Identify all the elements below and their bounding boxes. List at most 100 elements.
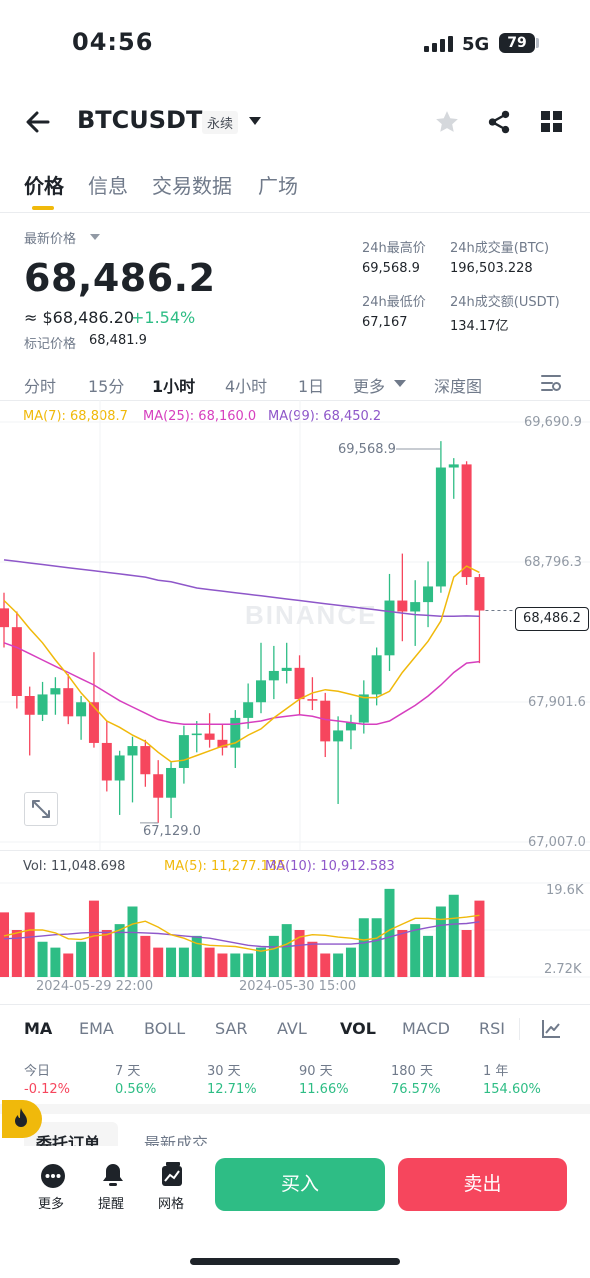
chart-settings-icon[interactable]	[540, 372, 562, 394]
indicator-separator	[519, 1018, 520, 1040]
x-label-2: 2024-05-30 15:00	[239, 979, 357, 994]
grid-label[interactable]: 网格	[158, 1197, 185, 1212]
indicator-rsi[interactable]: RSI	[479, 1019, 505, 1038]
y-tick-2: 68,796.3	[524, 555, 582, 570]
section-separator	[0, 1104, 590, 1114]
star-icon[interactable]	[434, 109, 460, 135]
volume-bar	[281, 924, 292, 977]
indicator-ema[interactable]: EMA	[79, 1019, 114, 1038]
candle-body	[166, 767, 177, 798]
candle-body	[371, 655, 382, 695]
candle-body	[230, 717, 241, 748]
more-dropdown-icon[interactable]	[394, 380, 406, 387]
high-24h-label: 24h最高价	[362, 241, 426, 256]
active-tab-indicator	[32, 206, 54, 210]
bell-icon[interactable]	[101, 1162, 125, 1188]
period-value-today: -0.12%	[24, 1082, 70, 1097]
candle-body	[24, 695, 35, 715]
vol-tick-top: 19.6K	[546, 883, 584, 898]
timeframe-4h[interactable]: 4小时	[225, 377, 268, 396]
tab-price[interactable]: 价格	[24, 174, 64, 198]
tab-square[interactable]: 广场	[258, 174, 298, 198]
price-type-dropdown-icon[interactable]	[90, 234, 100, 240]
candle-body	[204, 733, 215, 740]
volume-bar	[140, 935, 151, 977]
mark-price-label: 标记价格	[24, 337, 77, 352]
candle-body	[281, 667, 292, 671]
signal-icon	[424, 36, 453, 52]
symbol-title[interactable]: BTCUSDT	[77, 106, 203, 134]
vol-usdt-label: 24h成交额(USDT)	[450, 295, 560, 310]
timeframe-1d[interactable]: 1日	[298, 377, 325, 396]
volume-bar	[88, 900, 99, 977]
volume-bar	[358, 918, 369, 977]
y-tick-1: 69,690.9	[524, 415, 582, 430]
period-value-180d: 76.57%	[391, 1082, 441, 1097]
volume-bar	[345, 947, 356, 977]
vol-tick-bottom: 2.72K	[544, 962, 582, 977]
grid-layout-icon[interactable]	[540, 110, 564, 134]
candle-body	[448, 464, 459, 468]
fullscreen-button[interactable]	[24, 792, 58, 826]
alert-label[interactable]: 提醒	[98, 1197, 125, 1212]
volume-bar	[50, 947, 61, 977]
volume-bar	[76, 941, 87, 977]
floating-flame-button[interactable]	[0, 1100, 44, 1138]
timeframe-depth[interactable]: 深度图	[434, 377, 483, 396]
volume-bar	[423, 935, 434, 977]
timeframe-15m[interactable]: 15分	[88, 377, 125, 396]
candle-body	[114, 755, 125, 781]
volume-bar	[63, 953, 74, 977]
candle-body	[88, 702, 99, 743]
symbol-dropdown-icon[interactable]	[249, 117, 261, 125]
volume-bar	[11, 930, 22, 977]
timeframe-more[interactable]: 更多	[353, 377, 386, 396]
volume-bar	[0, 912, 9, 977]
indicator-settings-icon[interactable]	[540, 1018, 562, 1040]
indicator-vol[interactable]: VOL	[340, 1019, 376, 1038]
volume-bar	[166, 947, 177, 977]
candle-body	[178, 735, 189, 768]
candle-body	[268, 670, 279, 681]
vol-ma10-line	[3, 921, 480, 948]
indicator-avl[interactable]: AVL	[277, 1019, 307, 1038]
tab-trading-data[interactable]: 交易数据	[152, 174, 232, 198]
more-icon[interactable]	[40, 1163, 66, 1189]
indicator-boll[interactable]: BOLL	[144, 1019, 186, 1038]
candle-body	[345, 722, 356, 731]
volume-bar	[127, 906, 138, 977]
period-value-7d: 0.56%	[115, 1082, 157, 1097]
volume-bar	[217, 953, 228, 977]
status-time: 04:56	[72, 28, 154, 56]
share-icon[interactable]	[486, 109, 512, 135]
timeframe-1h[interactable]: 1小时	[152, 377, 196, 396]
indicator-macd[interactable]: MACD	[402, 1019, 450, 1038]
tab-info[interactable]: 信息	[88, 174, 128, 198]
buy-button[interactable]: 买入	[215, 1158, 385, 1211]
volume-bar	[230, 953, 241, 977]
latest-price-label[interactable]: 最新价格	[24, 232, 77, 247]
volume-bar	[114, 924, 125, 977]
volume-bar	[384, 888, 395, 977]
y-tick-4: 67,007.0	[528, 835, 586, 850]
candle-body	[474, 577, 485, 611]
volume-bar	[268, 935, 279, 977]
more-label[interactable]: 更多	[38, 1197, 65, 1212]
indicator-sar[interactable]: SAR	[215, 1019, 248, 1038]
grid-bot-icon[interactable]	[160, 1162, 184, 1188]
candle-body	[461, 464, 472, 578]
candle-body	[37, 694, 48, 715]
indicator-ma[interactable]: MA	[24, 1019, 53, 1038]
candlestick-chart[interactable]: BINANCE	[0, 400, 590, 850]
tabs-divider	[0, 212, 590, 213]
volume-bar	[256, 947, 266, 977]
volume-chart[interactable]	[0, 875, 590, 980]
timeframe-divider	[0, 400, 590, 401]
timeframe-line[interactable]: 分时	[24, 377, 57, 396]
flame-icon	[15, 1108, 27, 1127]
sell-button[interactable]: 卖出	[398, 1158, 567, 1211]
volume-bar	[397, 930, 408, 977]
candle-body	[140, 746, 151, 775]
battery-tip	[536, 38, 539, 48]
back-arrow-icon[interactable]	[24, 108, 52, 136]
